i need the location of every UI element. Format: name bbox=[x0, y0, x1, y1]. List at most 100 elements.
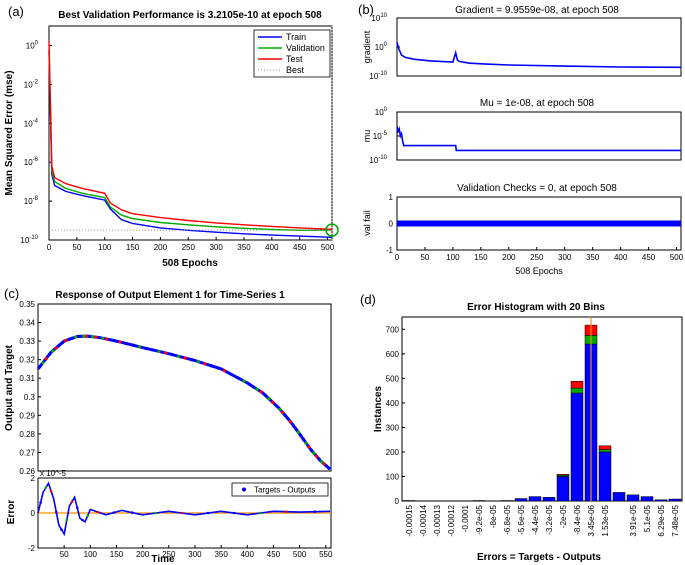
chart-d-xtick-label: 7.48e-05 bbox=[671, 504, 680, 536]
chart-d-xtick-label: -0.00013 bbox=[433, 504, 442, 536]
chart-a-xtick-label: 400 bbox=[265, 243, 279, 252]
chart-c-target-point bbox=[54, 346, 58, 350]
chart-c-target-point bbox=[286, 416, 290, 421]
chart-b3-xtick-label: 500 bbox=[670, 253, 684, 262]
chart-c-xtick-label: 100 bbox=[84, 550, 98, 559]
chart-c-target-point bbox=[267, 397, 271, 401]
chart-c-target-point bbox=[229, 372, 233, 376]
chart-c-target-point bbox=[320, 460, 324, 464]
chart-b3-xtick-label: 100 bbox=[446, 253, 460, 262]
chart-a-ytick-label: 10-4 bbox=[24, 118, 39, 128]
chart-c-target-point bbox=[315, 454, 319, 458]
chart-d-bar-training bbox=[556, 476, 570, 502]
chart-c-target-point bbox=[322, 462, 326, 466]
chart-d-ytick-label: 500 bbox=[386, 374, 400, 383]
panel-label-b: (b) bbox=[358, 2, 374, 17]
chart-a-best-marker bbox=[325, 223, 339, 237]
chart-d-ytick-label: 0 bbox=[395, 497, 400, 506]
chart-c-target-point bbox=[216, 366, 220, 370]
legend-best-label: Best bbox=[286, 65, 305, 75]
chart-c-target-point bbox=[235, 376, 240, 380]
chart-d-xtick-label: -8.4e-06 bbox=[573, 504, 582, 534]
chart-d-xtick-label: -0.00012 bbox=[447, 504, 456, 536]
chart-c-ytick-label: 0.29 bbox=[19, 411, 35, 420]
chart-b1-ytick-exponent: 0 bbox=[384, 42, 388, 48]
chart-a-xtick-label: 300 bbox=[209, 243, 223, 252]
chart-c-ytick-label: 0.26 bbox=[19, 467, 35, 476]
chart-b1-series-gradient bbox=[396, 42, 682, 69]
chart-d-xtick-label: -5.6e-05 bbox=[517, 504, 526, 534]
chart-c-target-point bbox=[301, 437, 306, 442]
chart-b2-ytick-label: 10-5 bbox=[373, 131, 388, 141]
chart-b-valfail: Validation Checks = 0, at epoch 508 val … bbox=[362, 183, 684, 276]
chart-c-target-point bbox=[137, 345, 141, 349]
chart-b2-ytick-exponent: 0 bbox=[384, 107, 388, 113]
chart-c-target-point bbox=[283, 413, 287, 418]
chart-c-target-point bbox=[307, 445, 311, 449]
chart-a-series-train bbox=[48, 51, 333, 238]
chart-c-ytick-label: 0.35 bbox=[19, 300, 35, 309]
chart-c-target-point bbox=[294, 427, 298, 431]
chart-b3-ylabel: val fail bbox=[362, 210, 372, 236]
chart-d-bar-validation bbox=[570, 387, 584, 394]
chart-b1-ytick-label: 1010 bbox=[371, 13, 387, 23]
chart-a-ylabel: Mean Squared Error (mse) bbox=[4, 70, 15, 195]
chart-b1-ylabel: gradient bbox=[362, 30, 372, 63]
chart-c-target-point bbox=[163, 351, 168, 355]
chart-c-target-point bbox=[112, 339, 117, 343]
chart-d-bar-training bbox=[528, 496, 542, 502]
chart-c-target-point bbox=[278, 407, 282, 412]
chart-a-ytick-exponent: -10 bbox=[29, 235, 38, 241]
chart-b3-xtick-label: 150 bbox=[474, 253, 488, 262]
chart-a-ytick-exponent: -4 bbox=[33, 118, 39, 124]
chart-a-ytick-label: 10-8 bbox=[24, 196, 39, 206]
chart-a-xtick-label: 250 bbox=[182, 243, 196, 252]
chart-c-xtick-label: 300 bbox=[188, 550, 202, 559]
chart-c-target-point bbox=[70, 336, 74, 340]
chart-c-axes bbox=[37, 303, 332, 472]
chart-b-gradient: Gradient = 9.9559e-08, at epoch 508 grad… bbox=[362, 5, 682, 81]
chart-b1-title: Gradient = 9.9559e-08, at epoch 508 bbox=[455, 5, 619, 16]
chart-b2-ytick-exponent: -5 bbox=[382, 131, 388, 137]
chart-a: Best Validation Performance is 3.2105e-1… bbox=[4, 10, 339, 269]
chart-c-xtick-label: 150 bbox=[110, 550, 124, 559]
chart-c-target-point bbox=[150, 348, 155, 352]
chart-c-target-point bbox=[190, 358, 194, 362]
chart-b2-axes bbox=[396, 111, 682, 161]
chart-c-error-line bbox=[37, 481, 331, 537]
chart-a-xtick-label: 150 bbox=[126, 243, 140, 252]
chart-c-error-point bbox=[130, 511, 134, 514]
chart-c-target-point bbox=[170, 352, 174, 357]
chart-d-bar-training bbox=[570, 392, 584, 502]
chart-c-target-point bbox=[242, 379, 246, 383]
chart-b3-ytick-label: 1 bbox=[389, 193, 394, 202]
chart-c-ytick-label: 0.31 bbox=[19, 374, 35, 383]
chart-c-target-point bbox=[317, 457, 321, 461]
chart-c-target-point bbox=[209, 364, 213, 368]
chart-c-target-point bbox=[324, 464, 329, 468]
chart-a-series-validation bbox=[48, 49, 333, 232]
chart-c-xtick-label: 50 bbox=[60, 550, 69, 559]
chart-a-ytick-label: 100 bbox=[26, 40, 39, 50]
chart-b3-title: Validation Checks = 0, at epoch 508 bbox=[457, 183, 617, 194]
panel-label-a: (a) bbox=[8, 4, 24, 19]
chart-a-ytick-label: 10-6 bbox=[24, 157, 39, 167]
chart-d-bar-training bbox=[542, 497, 556, 502]
chart-a-ytick-label: 10-2 bbox=[24, 79, 39, 89]
chart-b1-ytick-label: 10-10 bbox=[369, 71, 387, 81]
chart-a-ytick-label: 10-10 bbox=[20, 235, 38, 245]
chart-a-xtick-label: 100 bbox=[98, 243, 112, 252]
chart-c-target-point bbox=[183, 356, 187, 360]
chart-c-target-point bbox=[304, 441, 308, 445]
chart-c-target-point bbox=[263, 393, 267, 397]
chart-c-error-scale: x 10^-5 bbox=[40, 469, 67, 478]
chart-c-error-point bbox=[49, 489, 53, 493]
chart-d-xtick-label: 1.53e-05 bbox=[601, 504, 610, 536]
chart-d: Error Histogram with 20 Bins Instances E… bbox=[373, 302, 683, 563]
chart-c-error-point bbox=[60, 528, 63, 531]
chart-c-error-point bbox=[112, 511, 116, 514]
chart-c-error-point bbox=[75, 506, 79, 510]
chart-c-error-point bbox=[65, 518, 69, 522]
chart-d-xlabel: Errors = Targets - Outputs bbox=[477, 552, 601, 563]
chart-c-target-point bbox=[94, 335, 98, 339]
